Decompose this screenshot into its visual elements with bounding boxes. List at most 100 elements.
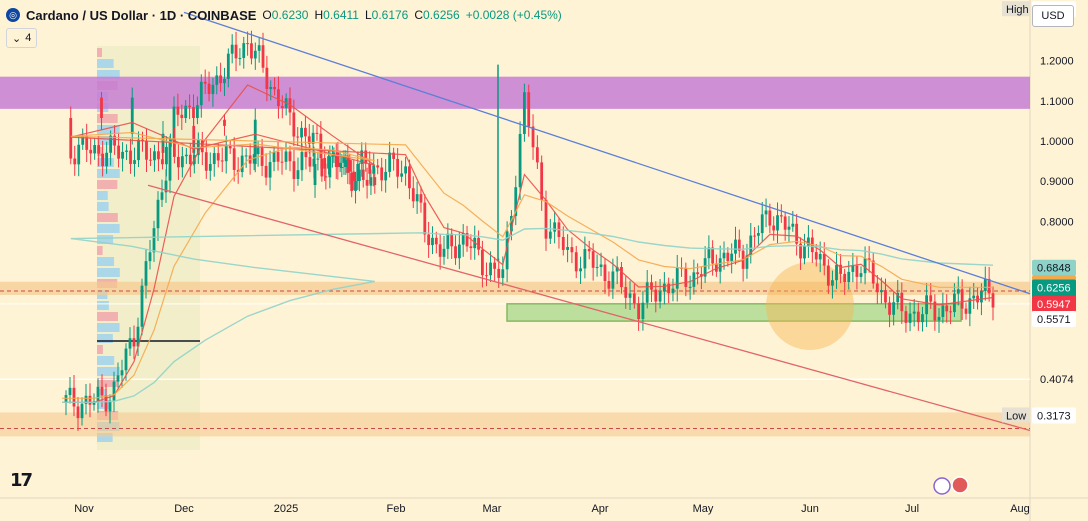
candle-body <box>779 215 783 217</box>
low-label: Low <box>1006 410 1026 422</box>
volume-profile-bar <box>97 257 115 266</box>
candle-body <box>956 289 960 294</box>
candle-body <box>684 268 688 287</box>
candle-body <box>776 215 779 231</box>
candle-body <box>125 150 128 152</box>
time-tick-label: Nov <box>74 503 94 515</box>
candle-body <box>603 264 607 282</box>
candle-body <box>591 251 595 268</box>
price-tick-label: 1.2000 <box>1040 56 1074 68</box>
candle-body <box>404 166 407 174</box>
currency-selector[interactable]: USD <box>1032 5 1074 27</box>
lightning-icon <box>933 477 951 495</box>
low-label-bg <box>1002 407 1030 423</box>
candle-body <box>645 282 649 303</box>
volume-profile-bar <box>97 125 120 134</box>
candle-body <box>980 290 983 303</box>
candle-body <box>650 282 653 290</box>
candle-body <box>180 156 184 168</box>
candle-body <box>485 275 488 277</box>
candle-body <box>68 387 72 396</box>
ma-slow-line <box>62 227 994 403</box>
candle-body <box>273 86 276 90</box>
candle-body <box>900 292 904 312</box>
volume-profile-bar <box>97 136 114 145</box>
ma-fast-line <box>62 84 994 403</box>
candle-body <box>937 316 941 321</box>
change-value: +0.0028 (+0.45%) <box>465 8 562 22</box>
candle-body <box>446 233 450 249</box>
candle-body <box>149 159 152 161</box>
candle-body <box>313 163 317 186</box>
candle-body <box>396 158 400 177</box>
candle-body <box>933 301 937 321</box>
candle-body <box>707 247 711 259</box>
candle-body <box>553 222 557 232</box>
symbol-title[interactable]: Cardano / US Dollar · 1D · COINBASE <box>26 7 257 23</box>
candle-body <box>976 295 979 303</box>
candle-body <box>288 151 292 162</box>
candle-body <box>73 158 77 165</box>
candle-body <box>454 246 457 259</box>
candle-body <box>855 265 859 277</box>
candle-body <box>583 249 587 269</box>
candle-body <box>548 231 552 239</box>
level-4-tag-bg <box>1032 311 1076 328</box>
candle-body <box>514 187 518 216</box>
candle-body <box>121 151 124 159</box>
candle-body <box>859 273 863 277</box>
candle-body <box>208 164 212 171</box>
candle-body <box>88 395 92 405</box>
candle-body <box>392 152 396 159</box>
low-value-tag: 0.3173 <box>1037 410 1071 422</box>
open-value: 0.6230 <box>271 8 309 22</box>
candle-body <box>544 199 548 239</box>
candle-body <box>157 151 160 160</box>
candle-body <box>257 45 261 51</box>
candle-body <box>904 311 908 323</box>
volume-profile-bar <box>97 367 120 376</box>
candle-body <box>892 302 896 315</box>
indicators-toggle[interactable]: ⌄ 4 <box>6 28 38 48</box>
volume-profile-bar <box>97 378 118 387</box>
channel-bottom-line <box>147 184 1031 432</box>
close-label: C <box>414 8 424 22</box>
moving-averages-layer <box>62 84 994 403</box>
candle-body <box>296 170 300 179</box>
candle-body <box>89 149 93 154</box>
low-value-tag-bg <box>1032 407 1076 424</box>
candle-body <box>207 83 211 95</box>
low-value: 0.6176 <box>371 8 409 22</box>
candle-body <box>722 252 726 259</box>
candle-body <box>431 237 434 246</box>
candle-body <box>184 105 188 119</box>
candle-body <box>607 281 611 289</box>
candle-body <box>304 127 307 137</box>
candle-body <box>261 45 265 68</box>
price-tick-label: 0.4074 <box>1040 374 1074 386</box>
volume-profile-bar <box>97 169 120 178</box>
candle-body <box>300 152 304 171</box>
candle-body <box>145 140 148 160</box>
candle-body <box>346 155 350 173</box>
candle-body <box>80 403 84 419</box>
candle-body <box>265 67 269 90</box>
candle-body <box>336 152 340 168</box>
time-tick-label: Jul <box>905 503 919 515</box>
candle-body <box>434 237 438 245</box>
candle-body <box>253 50 257 59</box>
candle-body <box>84 395 88 404</box>
candle-body <box>224 146 228 162</box>
candle-body <box>688 286 692 288</box>
candle-body <box>803 245 806 259</box>
candle-body <box>104 395 108 412</box>
candle-body <box>232 148 236 170</box>
candle-body <box>839 264 842 274</box>
candle-body <box>867 258 871 261</box>
candle-body <box>941 305 945 317</box>
candle-body <box>587 249 591 252</box>
volume-profile-bar <box>97 70 120 79</box>
candle-body <box>85 136 89 150</box>
